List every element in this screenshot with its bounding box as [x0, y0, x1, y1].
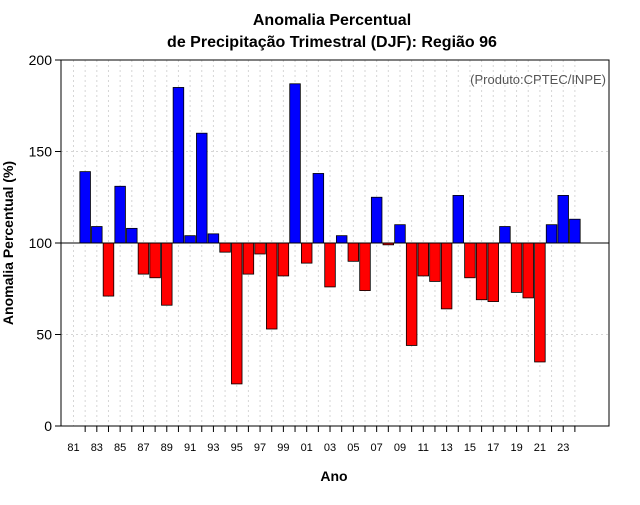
bar-96: [242, 242, 255, 275]
bar-01: [300, 242, 313, 264]
x-tick-label: 07: [371, 442, 383, 454]
bar-23: [557, 195, 569, 244]
chart-title-line2: de Precipitação Trimestral (DJF): Região…: [167, 34, 497, 51]
x-tick-label: 81: [67, 442, 79, 454]
bar-85: [114, 185, 126, 244]
bar-03: [324, 242, 336, 288]
bar-07: [370, 196, 383, 244]
bar-82: [79, 171, 91, 244]
bar-24: [569, 218, 581, 244]
bar-95: [231, 242, 243, 385]
x-tick-label: 21: [534, 442, 546, 454]
x-tick-label: 87: [137, 442, 149, 454]
x-tick-label: 19: [510, 442, 522, 454]
x-tick-label: 93: [207, 442, 219, 454]
y-axis: 0 50 100 150 200: [29, 52, 61, 434]
y-tick-label: 100: [29, 235, 53, 251]
bar-90: [172, 87, 185, 244]
bar-17: [487, 242, 499, 302]
bar-18: [499, 226, 511, 244]
x-tick-label: 03: [324, 442, 336, 454]
x-tick-label: 91: [184, 442, 196, 454]
bar-15: [464, 242, 476, 279]
bar-83: [91, 226, 103, 244]
bar-87: [137, 242, 150, 275]
bar-22: [545, 224, 558, 244]
credit-label: (Produto:CPTEC/INPE): [470, 72, 606, 87]
bar-02: [312, 173, 325, 244]
bar-09: [394, 224, 406, 244]
x-tick-label: 09: [394, 442, 406, 454]
bar-20: [522, 242, 534, 299]
bar-14: [452, 195, 464, 244]
bar-86: [126, 227, 138, 244]
bar-98: [266, 242, 278, 330]
bar-16: [475, 242, 488, 301]
bar-93: [207, 233, 220, 244]
x-tick-label: 83: [91, 442, 103, 454]
x-tick-label: 23: [557, 442, 569, 454]
x-tick-label: 95: [231, 442, 243, 454]
chart-title-line1: Anomalia Percentual: [253, 12, 411, 29]
x-tick-label: 89: [161, 442, 173, 454]
bar-13: [440, 242, 453, 310]
y-tick-label: 0: [44, 418, 52, 434]
bar-97: [254, 242, 266, 255]
x-tick-label: 01: [301, 442, 313, 454]
bar-88: [149, 242, 161, 279]
x-tick-label: 97: [254, 442, 266, 454]
bar-21: [534, 242, 546, 363]
y-tick-label: 200: [29, 52, 53, 68]
x-axis: 81 83 85 87 89 91 93 95 97 99 01 03 05 07 09 11 13 15 17 19…: [67, 426, 576, 454]
bar-04: [335, 235, 348, 244]
grid-lines: [61, 59, 609, 427]
bar-92: [196, 132, 208, 244]
y-tick-label: 150: [29, 144, 53, 160]
bar-11: [417, 242, 430, 277]
x-tick-label: 11: [418, 442, 429, 454]
x-tick-label: 17: [487, 442, 499, 454]
y-axis-label: Anomalia Percentual (%): [0, 161, 16, 325]
bar-91: [184, 235, 196, 244]
bar-05: [347, 242, 360, 262]
bar-10: [405, 242, 418, 346]
bar-12: [429, 242, 441, 282]
x-tick-label: 05: [347, 442, 359, 454]
bar-19: [510, 242, 523, 293]
x-tick-label: 99: [277, 442, 289, 454]
x-tick-label: 85: [114, 442, 126, 454]
bar-06: [359, 242, 371, 291]
y-tick-label: 50: [36, 327, 52, 343]
bar-94: [219, 242, 231, 253]
bar-84: [102, 242, 115, 297]
x-tick-label: 15: [464, 442, 476, 454]
bars: [79, 83, 581, 385]
bar-00: [289, 83, 301, 244]
bar-99: [277, 242, 290, 277]
x-axis-label: Ano: [320, 468, 347, 484]
bar-89: [161, 242, 173, 306]
x-tick-label: 13: [440, 442, 452, 454]
